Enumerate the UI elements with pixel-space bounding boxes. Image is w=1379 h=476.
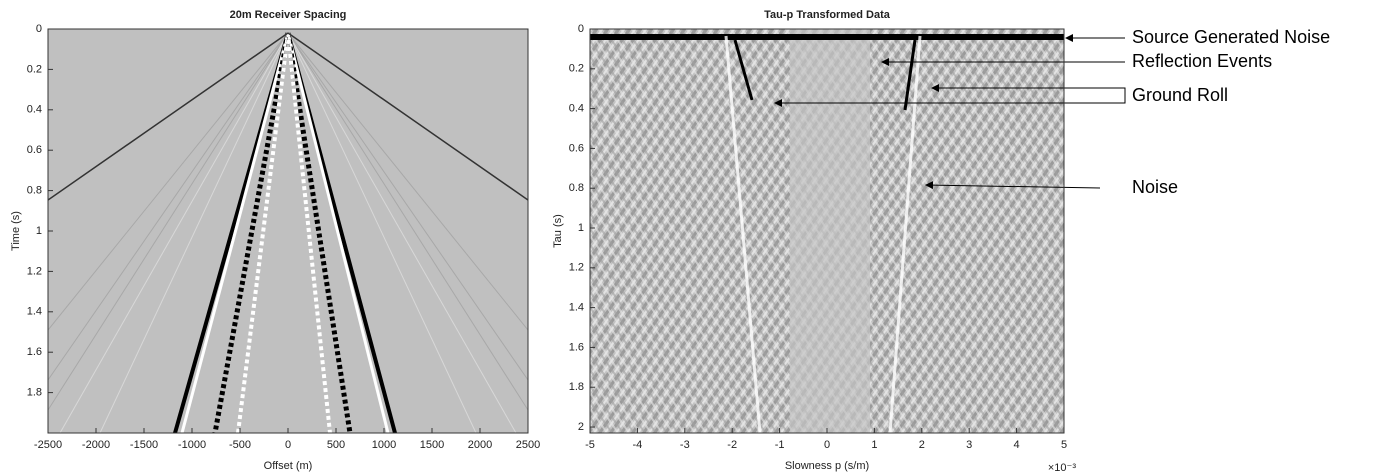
y-tick-label: 1.4 — [27, 306, 42, 318]
y-tick-label: 0.6 — [27, 144, 42, 156]
x-axis-label: Offset (m) — [264, 460, 313, 472]
y-tick-label: 0.4 — [27, 104, 42, 116]
y-tick-label: 0 — [36, 23, 42, 35]
y-tick-label: 0.4 — [569, 103, 584, 115]
x-tick-label: 1 — [871, 439, 877, 451]
x-tick-label: 2500 — [516, 439, 540, 451]
y-tick-label: 0.6 — [569, 142, 584, 154]
x-tick-label: -1000 — [178, 439, 206, 451]
chart-title: Tau-p Transformed Data — [764, 9, 891, 21]
x-tick-label: -2500 — [34, 439, 62, 451]
x-tick-label: 4 — [1014, 439, 1020, 451]
x-tick-label: -2000 — [82, 439, 110, 451]
y-axis-label: Tau (s) — [552, 214, 564, 248]
y-tick-label: 1.2 — [27, 265, 42, 277]
x-tick-label: -2 — [727, 439, 737, 451]
y-tick-label: 0.2 — [27, 63, 42, 75]
y-tick-label: 1.2 — [569, 262, 584, 274]
annotation: Reflection Events — [1132, 51, 1272, 71]
x-tick-label: -1500 — [130, 439, 158, 451]
taup-image — [590, 29, 1064, 433]
y-tick-label: 1.4 — [569, 302, 584, 314]
x-tick-label: 0 — [285, 439, 291, 451]
y-tick-label: 1.6 — [569, 341, 584, 353]
chart-title: 20m Receiver Spacing — [230, 9, 347, 21]
x-tick-label: 500 — [327, 439, 345, 451]
x-tick-label: 1500 — [420, 439, 444, 451]
y-tick-label: 2 — [578, 421, 584, 433]
x-tick-label: 0 — [824, 439, 830, 451]
annotation-arrows — [774, 34, 1126, 190]
x-tick-label: 1000 — [372, 439, 396, 451]
x-tick-label: 2000 — [468, 439, 492, 451]
y-tick-label: 0 — [578, 23, 584, 35]
seismic-image — [48, 29, 528, 433]
x-tick-label: -500 — [229, 439, 251, 451]
x-tick-label: -5 — [585, 439, 595, 451]
annotation: Ground Roll — [1132, 85, 1228, 105]
y-tick-label: 1.8 — [27, 387, 42, 399]
y-tick-label: 1.8 — [569, 381, 584, 393]
x-tick-label: 3 — [966, 439, 972, 451]
y-tick-label: 1 — [36, 225, 42, 237]
x-tick-label: -4 — [633, 439, 643, 451]
annotation: Noise — [1132, 177, 1178, 197]
annotation: Source Generated Noise — [1132, 27, 1330, 47]
x-tick-label: 2 — [919, 439, 925, 451]
y-tick-label: 1 — [578, 222, 584, 234]
y-tick-label: 0.8 — [569, 182, 584, 194]
y-tick-label: 1.6 — [27, 346, 42, 358]
x-tick-label: 5 — [1061, 439, 1067, 451]
x-tick-label: -1 — [775, 439, 785, 451]
y-tick-label: 0.2 — [569, 63, 584, 75]
y-axis-label: Time (s) — [10, 211, 22, 251]
x-axis-label: Slowness p (s/m) — [785, 460, 869, 472]
x-multiplier: ×10⁻³ — [1048, 462, 1076, 474]
y-tick-label: 0.8 — [27, 185, 42, 197]
x-tick-label: -3 — [680, 439, 690, 451]
